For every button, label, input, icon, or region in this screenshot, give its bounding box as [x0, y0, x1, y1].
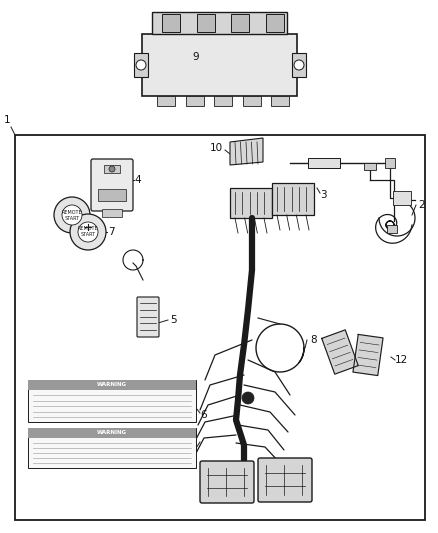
Text: 2: 2 [418, 200, 424, 210]
Polygon shape [230, 138, 263, 165]
Bar [393, 191, 411, 205]
Text: REMOTE: REMOTE [62, 209, 82, 214]
Bar [28, 380, 196, 390]
Bar [102, 209, 122, 217]
Bar [230, 188, 272, 218]
Text: REMOTE: REMOTE [78, 227, 98, 231]
Circle shape [54, 197, 90, 233]
Circle shape [70, 214, 106, 250]
Text: 3: 3 [320, 190, 327, 200]
Bar [162, 14, 180, 32]
Text: 9: 9 [192, 52, 199, 62]
Polygon shape [322, 330, 358, 374]
Text: 10: 10 [210, 143, 223, 153]
Text: WARNING: WARNING [97, 383, 127, 387]
Bar [28, 380, 196, 422]
Bar [134, 53, 148, 77]
Text: START: START [64, 215, 80, 221]
FancyBboxPatch shape [200, 461, 254, 503]
FancyBboxPatch shape [91, 159, 133, 211]
Circle shape [109, 166, 115, 172]
Text: 4: 4 [134, 175, 141, 185]
Bar [197, 14, 215, 32]
Bar [186, 96, 204, 106]
Bar [387, 225, 397, 233]
Bar [364, 163, 376, 170]
Bar [98, 189, 126, 201]
Text: 7: 7 [108, 227, 115, 237]
Text: 1: 1 [4, 115, 10, 125]
Text: WARNING: WARNING [97, 431, 127, 435]
Bar [271, 96, 289, 106]
Bar [385, 158, 395, 168]
Text: 12: 12 [395, 355, 408, 365]
Bar [28, 428, 196, 438]
Bar [308, 158, 340, 168]
Text: 8: 8 [310, 335, 317, 345]
Bar [214, 96, 232, 106]
Circle shape [136, 60, 146, 70]
Bar [142, 34, 297, 96]
Bar [292, 53, 306, 77]
Bar [231, 14, 249, 32]
Bar [104, 165, 120, 173]
Bar [157, 96, 175, 106]
Text: START: START [81, 232, 95, 238]
FancyBboxPatch shape [137, 297, 159, 337]
Bar [243, 96, 261, 106]
FancyBboxPatch shape [258, 458, 312, 502]
Text: 6: 6 [200, 410, 207, 420]
Circle shape [78, 222, 98, 242]
Bar [28, 428, 196, 468]
Circle shape [294, 60, 304, 70]
Bar [272, 183, 314, 215]
Circle shape [62, 205, 82, 225]
Text: 5: 5 [170, 315, 177, 325]
Bar [266, 14, 284, 32]
Circle shape [242, 392, 254, 404]
Bar [152, 12, 287, 34]
Bar [15, 135, 425, 520]
Polygon shape [353, 334, 383, 376]
